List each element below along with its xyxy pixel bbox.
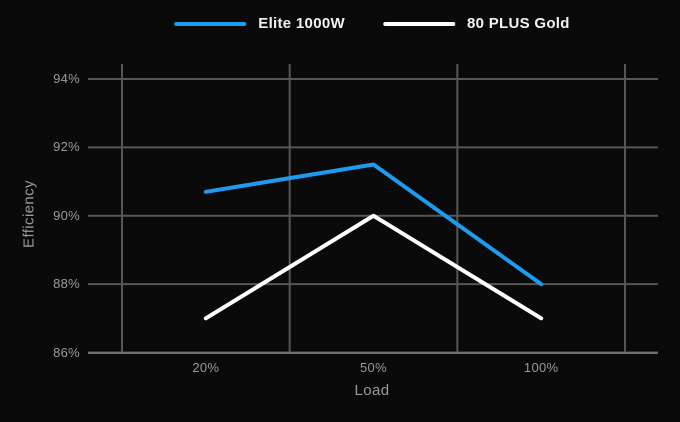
legend-label-80-plus-gold: 80 PLUS Gold (466, 15, 570, 32)
legend-item-elite-1000w: Elite 1000W (174, 15, 345, 32)
legend-swatch-80-plus-gold (382, 21, 455, 26)
series-line-elite-1000w (203, 162, 544, 287)
x-tick-label: 100% (523, 360, 559, 375)
series-line-80-plus-gold (203, 213, 544, 321)
legend-swatch-elite-1000w (174, 21, 247, 26)
y-tick-label: 90% (53, 207, 80, 223)
legend-item-80-plus-gold: 80 PLUS Gold (382, 15, 570, 32)
y-tick-label: 94% (53, 71, 80, 86)
y-tick-label: 86% (53, 344, 80, 360)
y-tick-label: 92% (53, 139, 80, 155)
x-axis-title: Load (354, 382, 390, 399)
x-tick-label: 50% (360, 360, 387, 375)
chart-legend: Elite 1000W 80 PLUS Gold (174, 15, 569, 32)
y-tick-label: 88% (53, 276, 80, 292)
legend-label-elite-1000w: Elite 1000W (258, 15, 345, 32)
x-tick-label: 20% (192, 360, 220, 375)
